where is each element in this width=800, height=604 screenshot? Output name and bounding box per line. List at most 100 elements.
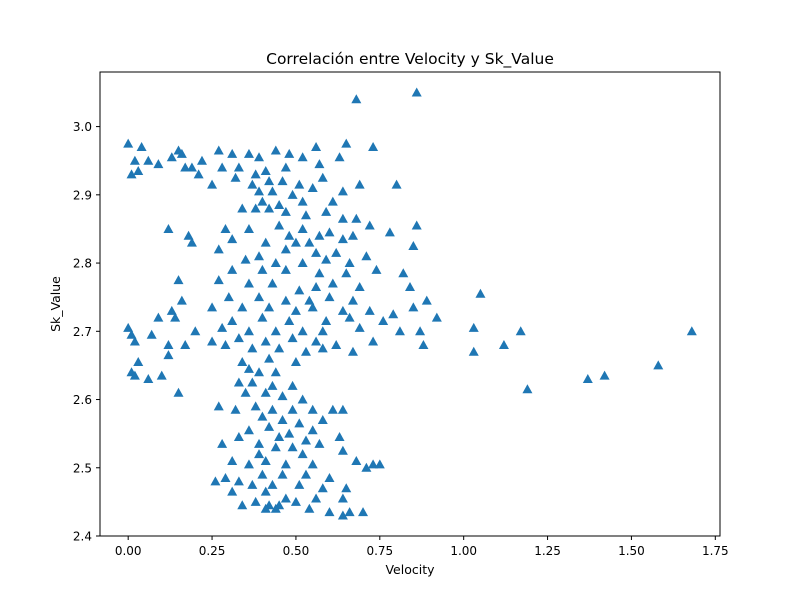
- data-point: [254, 367, 265, 377]
- data-point: [468, 346, 479, 356]
- data-point: [314, 438, 325, 448]
- data-point: [264, 176, 275, 186]
- data-point: [297, 152, 308, 162]
- data-point: [653, 360, 664, 370]
- y-tick-label: 2.4: [73, 530, 92, 544]
- data-point: [280, 295, 291, 305]
- data-point: [176, 148, 187, 158]
- data-point: [254, 186, 265, 196]
- data-point: [294, 418, 305, 428]
- data-point: [250, 169, 261, 179]
- y-tick-label: 2.9: [73, 188, 92, 202]
- data-point: [180, 162, 191, 172]
- data-point: [153, 312, 164, 322]
- data-point: [311, 281, 322, 291]
- data-point: [254, 251, 265, 261]
- data-point: [129, 336, 140, 346]
- data-point: [394, 326, 405, 336]
- data-point: [260, 455, 271, 465]
- data-point: [384, 227, 395, 237]
- data-point: [341, 138, 352, 148]
- data-point: [300, 210, 311, 220]
- data-point: [243, 425, 254, 435]
- data-point: [156, 370, 167, 380]
- data-point: [599, 370, 610, 380]
- data-point: [260, 387, 271, 397]
- data-point: [468, 322, 479, 332]
- data-point: [347, 346, 358, 356]
- x-tick-label: 0.00: [115, 544, 142, 558]
- data-point: [304, 295, 315, 305]
- data-point: [297, 394, 308, 404]
- data-point: [260, 486, 271, 496]
- data-point: [166, 305, 177, 315]
- data-point: [260, 165, 271, 175]
- data-point: [240, 254, 251, 264]
- data-point: [344, 507, 355, 517]
- y-tick-label: 2.5: [73, 461, 92, 475]
- data-point: [217, 438, 228, 448]
- data-point: [227, 234, 238, 244]
- data-point: [290, 305, 301, 315]
- data-point: [317, 343, 328, 353]
- data-point: [300, 435, 311, 445]
- data-point: [186, 162, 197, 172]
- data-point: [347, 295, 358, 305]
- data-point: [260, 237, 271, 247]
- x-tick-label: 0.50: [283, 544, 310, 558]
- data-point: [324, 227, 335, 237]
- data-point: [475, 288, 486, 298]
- data-point: [213, 401, 224, 411]
- data-point: [250, 203, 261, 213]
- data-point: [324, 507, 335, 517]
- data-point: [163, 339, 174, 349]
- data-point: [153, 159, 164, 169]
- data-point: [314, 159, 325, 169]
- x-tick-label: 1.50: [618, 544, 645, 558]
- data-point: [250, 496, 261, 506]
- data-point: [243, 459, 254, 469]
- data-point: [317, 326, 328, 336]
- data-point: [264, 203, 275, 213]
- data-point: [176, 295, 187, 305]
- data-point: [307, 302, 318, 312]
- data-point: [143, 155, 154, 165]
- data-point: [277, 176, 288, 186]
- data-point: [307, 404, 318, 414]
- data-point: [287, 189, 298, 199]
- data-point: [260, 336, 271, 346]
- data-point: [368, 142, 379, 152]
- data-point: [146, 329, 157, 339]
- data-point: [227, 455, 238, 465]
- data-point: [374, 459, 385, 469]
- data-point: [284, 148, 295, 158]
- y-axis-ticks: 2.4 2.5 2.6 2.7 2.8 2.9 3.0: [73, 120, 100, 544]
- data-point: [233, 162, 244, 172]
- data-point: [327, 196, 338, 206]
- data-point: [317, 483, 328, 493]
- data-point: [207, 336, 218, 346]
- data-point: [257, 264, 268, 274]
- plot-frame: [99, 71, 721, 537]
- data-point: [270, 367, 281, 377]
- data-point: [290, 496, 301, 506]
- data-point: [280, 264, 291, 274]
- data-point: [280, 459, 291, 469]
- data-point: [294, 285, 305, 295]
- data-point: [274, 343, 285, 353]
- data-point: [314, 230, 325, 240]
- data-point: [337, 234, 348, 244]
- data-point: [337, 493, 348, 503]
- data-point: [129, 370, 140, 380]
- data-point: [408, 241, 419, 250]
- data-point: [307, 459, 318, 469]
- data-point: [270, 503, 281, 513]
- data-point: [341, 268, 352, 278]
- data-point: [237, 302, 248, 312]
- x-tick-label: 0.75: [366, 544, 393, 558]
- data-point: [237, 203, 248, 213]
- data-point: [344, 258, 355, 268]
- data-point: [227, 264, 238, 274]
- data-point: [247, 343, 258, 353]
